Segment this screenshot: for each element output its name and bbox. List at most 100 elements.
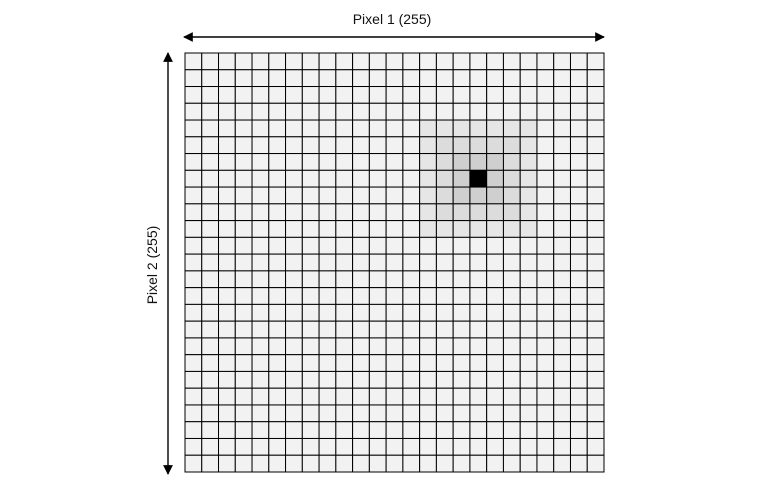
pixel-cell bbox=[318, 270, 337, 289]
pixel-cell bbox=[586, 169, 605, 188]
pixel-cell bbox=[402, 270, 421, 289]
pixel-cell bbox=[201, 421, 220, 439]
pixel-cell bbox=[452, 454, 471, 473]
neighborhood-pixel bbox=[519, 136, 538, 155]
pixel-cell bbox=[218, 203, 236, 222]
pixel-cell bbox=[586, 454, 605, 473]
pixel-cell bbox=[553, 404, 571, 423]
neighborhood-pixel bbox=[419, 136, 437, 155]
pixel-cell bbox=[569, 52, 588, 71]
pixel-cell bbox=[553, 421, 571, 439]
pixel-cell bbox=[402, 186, 421, 205]
neighborhood-pixel bbox=[519, 186, 538, 205]
neighborhood-pixel bbox=[452, 136, 471, 155]
pixel-cell bbox=[553, 86, 571, 104]
pixel-cell bbox=[536, 404, 555, 423]
neighborhood-pixel bbox=[452, 220, 471, 238]
pixel-cell bbox=[201, 52, 220, 71]
pixel-cell bbox=[419, 387, 437, 406]
pixel-cell bbox=[201, 102, 220, 121]
pixel-cell bbox=[469, 253, 488, 272]
pixel-cell bbox=[285, 387, 303, 406]
pixel-cell bbox=[452, 354, 471, 372]
pixel-cell bbox=[352, 220, 370, 238]
pixel-cell bbox=[502, 320, 521, 339]
pixel-cell bbox=[368, 119, 387, 138]
neighborhood-pixel bbox=[435, 169, 454, 188]
neighborhood-pixel bbox=[419, 220, 437, 238]
pixel-cell bbox=[536, 287, 555, 305]
pixel-cell bbox=[268, 169, 287, 188]
pixel-cell bbox=[536, 86, 555, 104]
pixel-cell bbox=[234, 270, 253, 289]
pixel-cell bbox=[318, 437, 337, 456]
pixel-cell bbox=[251, 136, 270, 155]
pixel-cell bbox=[402, 69, 421, 88]
neighborhood-pixel bbox=[502, 203, 521, 222]
pixel-cell bbox=[536, 320, 555, 339]
pixel-cell bbox=[184, 102, 203, 121]
pixel-cell bbox=[385, 52, 404, 71]
pixel-cell bbox=[553, 169, 571, 188]
pixel-cell bbox=[402, 354, 421, 372]
neighborhood-pixel bbox=[452, 203, 471, 222]
pixel-cell bbox=[352, 236, 370, 255]
pixel-cell bbox=[234, 186, 253, 205]
pixel-cell bbox=[502, 337, 521, 356]
pixel-cell bbox=[586, 102, 605, 121]
pixel-cell bbox=[301, 153, 320, 171]
pixel-cell bbox=[536, 169, 555, 188]
pixel-cell bbox=[452, 69, 471, 88]
pixel-cell bbox=[536, 52, 555, 71]
pixel-cell bbox=[184, 421, 203, 439]
neighborhood-pixel bbox=[502, 220, 521, 238]
pixel-cell bbox=[435, 320, 454, 339]
pixel-cell bbox=[201, 236, 220, 255]
pixel-cell bbox=[201, 287, 220, 305]
pixel-cell bbox=[285, 287, 303, 305]
pixel-cell bbox=[234, 236, 253, 255]
pixel-cell bbox=[268, 320, 287, 339]
pixel-cell bbox=[536, 270, 555, 289]
pixel-cell bbox=[285, 454, 303, 473]
pixel-cell bbox=[486, 86, 504, 104]
pixel-cell bbox=[285, 370, 303, 389]
neighborhood-pixel bbox=[419, 203, 437, 222]
pixel-cell bbox=[251, 119, 270, 138]
neighborhood-pixel bbox=[435, 203, 454, 222]
pixel-cell bbox=[502, 354, 521, 372]
pixel-cell bbox=[452, 337, 471, 356]
pixel-cell bbox=[234, 52, 253, 71]
pixel-cell bbox=[502, 287, 521, 305]
neighborhood-pixel bbox=[519, 220, 538, 238]
pixel-cell bbox=[234, 287, 253, 305]
pixel-cell bbox=[402, 287, 421, 305]
pixel-cell bbox=[234, 69, 253, 88]
pixel-cell bbox=[385, 354, 404, 372]
pixel-cell bbox=[335, 454, 354, 473]
pixel-cell bbox=[368, 337, 387, 356]
pixel-cell bbox=[385, 86, 404, 104]
pixel-cell bbox=[402, 404, 421, 423]
pixel-cell bbox=[553, 136, 571, 155]
pixel-cell bbox=[335, 370, 354, 389]
pixel-cell bbox=[352, 270, 370, 289]
pixel-cell bbox=[318, 119, 337, 138]
pixel-cell bbox=[234, 253, 253, 272]
pixel-cell bbox=[335, 69, 354, 88]
pixel-cell bbox=[519, 404, 538, 423]
pixel-cell bbox=[218, 169, 236, 188]
pixel-cell bbox=[335, 270, 354, 289]
pixel-cell bbox=[553, 52, 571, 71]
pixel-cell bbox=[184, 354, 203, 372]
pixel-cell bbox=[486, 303, 504, 322]
pixel-cell bbox=[218, 270, 236, 289]
neighborhood-pixel bbox=[502, 136, 521, 155]
pixel-cell bbox=[318, 136, 337, 155]
pixel-cell bbox=[318, 421, 337, 439]
pixel-cell bbox=[368, 303, 387, 322]
pixel-cell bbox=[435, 86, 454, 104]
pixel-cell bbox=[251, 404, 270, 423]
pixel-cell bbox=[285, 437, 303, 456]
pixel-cell bbox=[586, 86, 605, 104]
